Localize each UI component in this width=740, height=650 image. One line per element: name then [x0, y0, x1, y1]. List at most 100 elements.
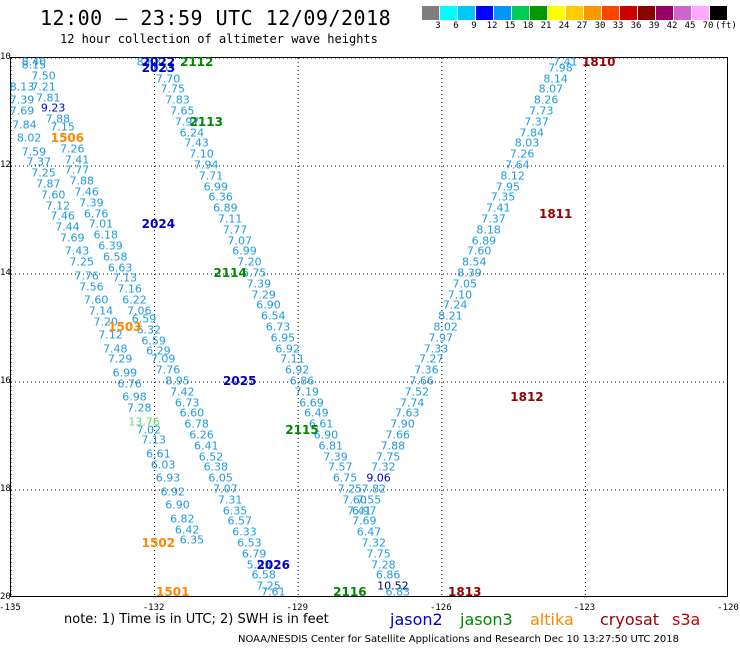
wave-height-value: 7.10: [189, 147, 214, 161]
wave-height-value: 6.35: [222, 504, 248, 518]
color-scale-cell: [458, 6, 476, 20]
pass-label-jason3: 2114: [213, 266, 247, 280]
wave-height-value: 7.59: [21, 145, 47, 158]
wave-height-value: 8.07: [538, 82, 564, 96]
color-scale-cell: [602, 6, 620, 20]
wave-height-value: 6.93: [155, 471, 181, 485]
wave-height-value: 6.24: [179, 126, 205, 140]
wave-height-value: 6.95: [270, 331, 296, 345]
color-scale-label: 15: [504, 21, 516, 31]
wave-height-value: 6.82: [170, 512, 195, 526]
color-scale-label: (ft): [715, 21, 737, 31]
wave-height-value: 7.88: [69, 174, 95, 188]
footnote: note: 1) Time is in UTC; 2) SWH is in fe…: [64, 612, 329, 627]
wave-height-value: 6.38: [203, 460, 229, 474]
wave-height-value: 8.14: [543, 72, 568, 86]
pass-label-altika: 1506: [50, 131, 85, 145]
wave-height-value: 7.29: [251, 288, 276, 302]
wave-height-value: 7.32: [371, 460, 396, 474]
wave-height-value: 10.52: [377, 579, 409, 593]
wave-height-value: 6.92: [284, 363, 310, 377]
wave-height-value: 7.39: [79, 196, 104, 210]
page-subtitle: 12 hour collection of altimeter wave hei…: [60, 32, 378, 46]
wave-height-value: 6.90: [256, 298, 281, 312]
color-scale-label: 6: [453, 21, 459, 31]
color-scale-cell: [440, 6, 458, 20]
wave-height-value: 7.90: [390, 417, 415, 431]
wave-height-value: 6.61: [146, 447, 171, 461]
wave-height-value: 13.76: [128, 415, 160, 428]
color-scale-cell: [656, 6, 674, 20]
color-scale-cell: [638, 6, 656, 20]
color-scale-label: 33: [612, 21, 624, 31]
color-scale-cell: [620, 6, 638, 20]
wave-height-value: 7.37: [524, 115, 549, 129]
wave-height-value: 7.41: [553, 55, 578, 69]
wave-height-value: 6.57: [227, 514, 253, 528]
wave-height-value: 7.32: [361, 536, 387, 550]
wave-height-value: 7.60: [342, 493, 367, 507]
wave-height-value: 7.07: [213, 482, 238, 496]
wave-height-value: 7.39: [9, 93, 35, 107]
wave-height-value: 6.92: [275, 342, 300, 356]
color-scale-cell: [692, 6, 710, 20]
wave-height-value: 7.55: [150, 61, 176, 75]
wave-height-value: 6.36: [208, 190, 233, 204]
wave-height-value: 7.82: [361, 482, 387, 496]
wave-height-value: 7.28: [371, 558, 396, 572]
wave-height-value: 7.63: [395, 406, 420, 420]
color-scale-label: 24: [558, 21, 570, 31]
wave-height-value: 7.20: [237, 255, 262, 269]
wave-height-value: 7.60: [83, 293, 109, 307]
color-scale-label: 9: [471, 21, 477, 31]
wave-height-value: 7.26: [59, 142, 85, 156]
wave-height-value: 7.52: [404, 385, 430, 399]
longitude-label: -120: [717, 603, 739, 613]
color-scale-cell: [476, 6, 494, 20]
wave-height-value: 7.69: [9, 104, 35, 118]
wave-height-value: 7.25: [337, 482, 363, 496]
wave-height-value: 7.56: [79, 280, 104, 293]
wave-height-value: 6.29: [146, 344, 171, 358]
wave-height-value: 6.35: [179, 533, 205, 547]
color-scale-label: 27: [576, 21, 588, 31]
color-scale-cell: [566, 6, 584, 20]
latitude-label: 10: [0, 52, 11, 62]
pass-label-jason2: 2023: [141, 60, 176, 75]
wave-height-value: 7.97: [428, 331, 454, 345]
latitude-label: 20: [0, 592, 11, 602]
color-scale-label: 45: [684, 21, 696, 31]
wave-height-value: 7.06: [126, 304, 152, 318]
wave-height-value: 8.12: [500, 169, 525, 183]
wave-height-value: 7.16: [117, 282, 142, 296]
wave-height-value: 6.99: [203, 180, 229, 194]
wave-height-value: 7.61: [261, 585, 286, 599]
wave-height-value: 7.41: [64, 153, 90, 167]
wave-height-value: 7.13: [112, 271, 138, 285]
wave-height-value: 7.83: [165, 93, 190, 107]
color-scale-label: 36: [630, 21, 642, 31]
wave-height-value: 7.09: [150, 352, 176, 366]
wave-height-value: 7.77: [64, 163, 90, 177]
wave-height-value: 9.06: [366, 471, 391, 485]
wave-height-value: 7.70: [155, 72, 181, 86]
wave-height-value: 7.60: [40, 188, 66, 202]
wave-height-value: 7.26: [509, 147, 535, 161]
pass-label-altika: 1502: [141, 536, 176, 550]
pass-label-cryosat: 1811: [538, 206, 573, 221]
wave-height-value: 7.81: [36, 91, 61, 104]
longitude-label: -123: [573, 603, 596, 613]
wave-height-value: 7.37: [481, 212, 506, 226]
wave-height-value: 6.81: [318, 439, 343, 453]
wave-height-value: 7.12: [98, 328, 123, 342]
wave-height-value: 7.88: [380, 439, 406, 453]
wave-height-value: 7.65: [170, 104, 195, 118]
color-scale-cell: [512, 6, 530, 20]
wave-height-value: 6.73: [265, 320, 291, 334]
pass-label-jason2: 2026: [256, 557, 290, 572]
color-scale-label: 12: [486, 21, 498, 31]
credit-line: NOAA/NESDIS Center for Satellite Applica…: [238, 634, 680, 645]
wave-height-value: 7.66: [385, 428, 410, 442]
wave-height-value: 6.75: [241, 266, 267, 280]
wave-height-value: 6.18: [93, 228, 118, 242]
